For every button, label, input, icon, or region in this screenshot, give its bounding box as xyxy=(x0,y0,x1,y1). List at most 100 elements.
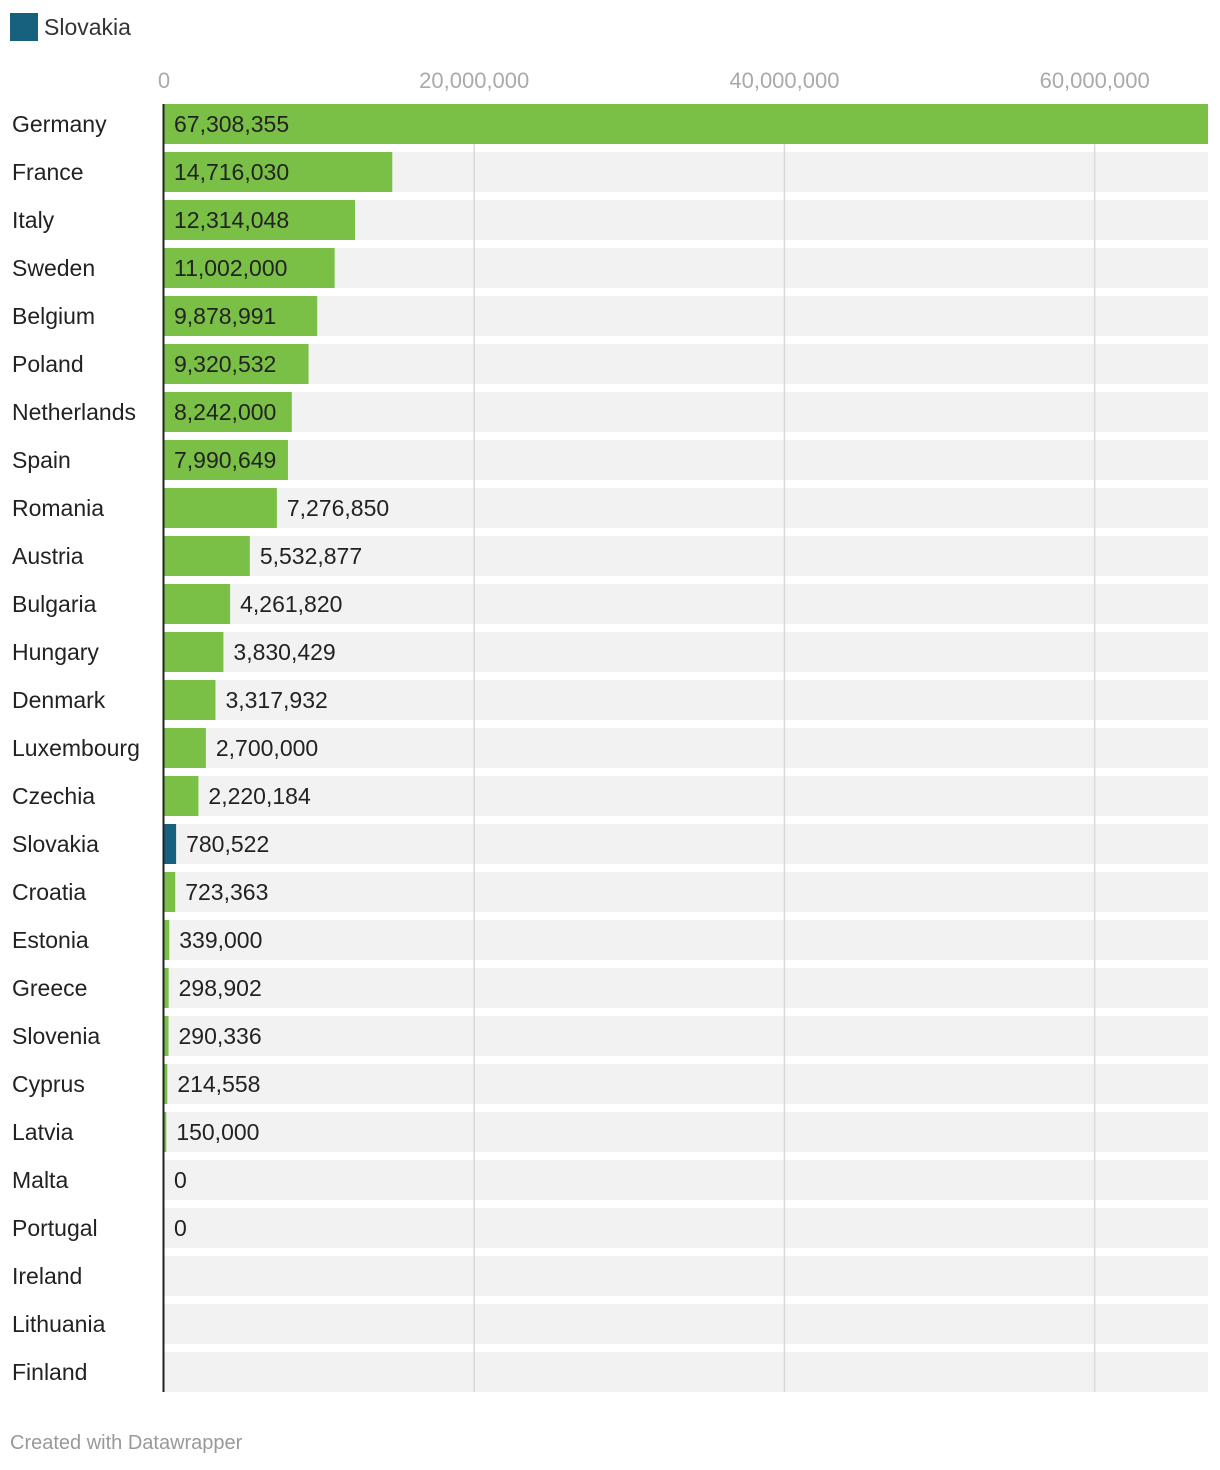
x-axis-tick-labels: 0 20,000,000 40,000,000 60,000,000 xyxy=(158,68,1150,93)
value-label-bulgaria: 4,261,820 xyxy=(240,591,342,617)
category-label-france: France xyxy=(12,159,84,185)
row-bg-austria xyxy=(164,536,1208,576)
row-bg-cyprus xyxy=(164,1064,1208,1104)
category-label-belgium: Belgium xyxy=(12,303,95,329)
category-label-croatia: Croatia xyxy=(12,879,86,905)
row-bg-croatia xyxy=(164,872,1208,912)
category-label-poland: Poland xyxy=(12,351,84,377)
bar-hungary xyxy=(164,632,224,672)
category-label-italy: Italy xyxy=(12,207,55,233)
value-label-spain: 7,990,649 xyxy=(174,447,276,473)
value-label-malta: 0 xyxy=(174,1167,187,1193)
x-tick-label-20000000: 20,000,000 xyxy=(419,68,529,93)
bar-sweden xyxy=(164,248,335,288)
value-label-hungary: 3,830,429 xyxy=(233,639,335,665)
row-bg-poland xyxy=(164,344,1208,384)
row-bg-spain xyxy=(164,440,1208,480)
row-bg-latvia xyxy=(164,1112,1208,1152)
row-bg-finland xyxy=(164,1352,1208,1392)
row-bg-netherlands xyxy=(164,392,1208,432)
category-label-finland: Finland xyxy=(12,1359,87,1385)
bar-luxembourg xyxy=(164,728,206,768)
row-bg-slovenia xyxy=(164,1016,1208,1056)
bar-latvia xyxy=(164,1112,167,1152)
legend-swatch-slovakia xyxy=(10,13,38,41)
bar-cyprus xyxy=(164,1064,168,1104)
x-tick-label-60000000: 60,000,000 xyxy=(1040,68,1150,93)
category-label-cyprus: Cyprus xyxy=(12,1071,85,1097)
bar-germany xyxy=(164,104,1208,144)
bar-slovenia xyxy=(164,1016,169,1056)
category-label-estonia: Estonia xyxy=(12,927,89,953)
footer-credit: Created with Datawrapper xyxy=(10,1432,243,1454)
legend-label-slovakia: Slovakia xyxy=(44,13,131,40)
value-label-germany: 67,308,355 xyxy=(174,111,289,137)
bar-poland xyxy=(164,344,309,384)
legend: Slovakia xyxy=(10,12,131,42)
row-bg-bulgaria xyxy=(164,584,1208,624)
category-label-slovenia: Slovenia xyxy=(12,1023,100,1049)
value-label-poland: 9,320,532 xyxy=(174,351,276,377)
bar-slovakia xyxy=(164,824,177,864)
category-label-spain: Spain xyxy=(12,447,71,473)
value-label-belgium: 9,878,991 xyxy=(174,303,276,329)
bars xyxy=(164,104,1208,1152)
value-label-netherlands: 8,242,000 xyxy=(174,399,276,425)
category-label-greece: Greece xyxy=(12,975,87,1001)
x-tick-label-0: 0 xyxy=(158,68,170,93)
row-bg-sweden xyxy=(164,248,1208,288)
category-label-sweden: Sweden xyxy=(12,255,95,281)
row-bg-hungary xyxy=(164,632,1208,672)
value-label-luxembourg: 2,700,000 xyxy=(216,735,318,761)
bar-bulgaria xyxy=(164,584,231,624)
x-tick-label-40000000: 40,000,000 xyxy=(729,68,839,93)
category-labels: Germany France Italy Sweden Belgium Poland Net… xyxy=(12,111,140,1385)
row-bg-greece xyxy=(164,968,1208,1008)
row-bg-ireland xyxy=(164,1256,1208,1296)
bar-romania xyxy=(164,488,277,528)
value-label-austria: 5,532,877 xyxy=(260,543,362,569)
value-label-denmark: 3,317,932 xyxy=(225,687,327,713)
value-label-greece: 298,902 xyxy=(179,975,262,1001)
category-label-latvia: Latvia xyxy=(12,1119,74,1145)
row-bg-romania xyxy=(164,488,1208,528)
bar-austria xyxy=(164,536,250,576)
bar-greece xyxy=(164,968,169,1008)
row-bg-slovakia xyxy=(164,824,1208,864)
value-label-croatia: 723,363 xyxy=(185,879,268,905)
row-bg-denmark xyxy=(164,680,1208,720)
row-bg-czechia xyxy=(164,776,1208,816)
category-label-ireland: Ireland xyxy=(12,1263,82,1289)
category-label-malta: Malta xyxy=(12,1167,68,1193)
value-label-romania: 7,276,850 xyxy=(287,495,389,521)
row-bg-malta xyxy=(164,1160,1208,1200)
category-label-romania: Romania xyxy=(12,495,104,521)
value-labels: 67,308,355 14,716,030 12,314,048 11,002,000… xyxy=(174,111,389,1241)
bar-estonia xyxy=(164,920,170,960)
category-label-austria: Austria xyxy=(12,543,84,569)
row-bg-luxembourg xyxy=(164,728,1208,768)
row-bg-estonia xyxy=(164,920,1208,960)
value-label-sweden: 11,002,000 xyxy=(174,255,287,281)
value-label-cyprus: 214,558 xyxy=(177,1071,260,1097)
bar-denmark xyxy=(164,680,216,720)
gridlines xyxy=(473,104,1096,1392)
bar-croatia xyxy=(164,872,176,912)
value-label-latvia: 150,000 xyxy=(176,1119,259,1145)
category-label-luxembourg: Luxembourg xyxy=(12,735,140,761)
value-label-slovenia: 290,336 xyxy=(179,1023,262,1049)
value-label-portugal: 0 xyxy=(174,1215,187,1241)
row-backgrounds xyxy=(164,104,1208,1392)
bar-france xyxy=(164,152,393,192)
category-label-portugal: Portugal xyxy=(12,1215,98,1241)
category-label-lithuania: Lithuania xyxy=(12,1311,106,1337)
value-label-france: 14,716,030 xyxy=(174,159,289,185)
value-label-italy: 12,314,048 xyxy=(174,207,289,233)
category-label-bulgaria: Bulgaria xyxy=(12,591,97,617)
row-bg-lithuania xyxy=(164,1304,1208,1344)
category-label-czechia: Czechia xyxy=(12,783,95,809)
category-label-netherlands: Netherlands xyxy=(12,399,136,425)
value-label-slovakia: 780,522 xyxy=(186,831,269,857)
bar-chart: 0 20,000,000 40,000,000 60,000,000 Germany F… xyxy=(12,68,1208,1392)
category-label-hungary: Hungary xyxy=(12,639,99,665)
